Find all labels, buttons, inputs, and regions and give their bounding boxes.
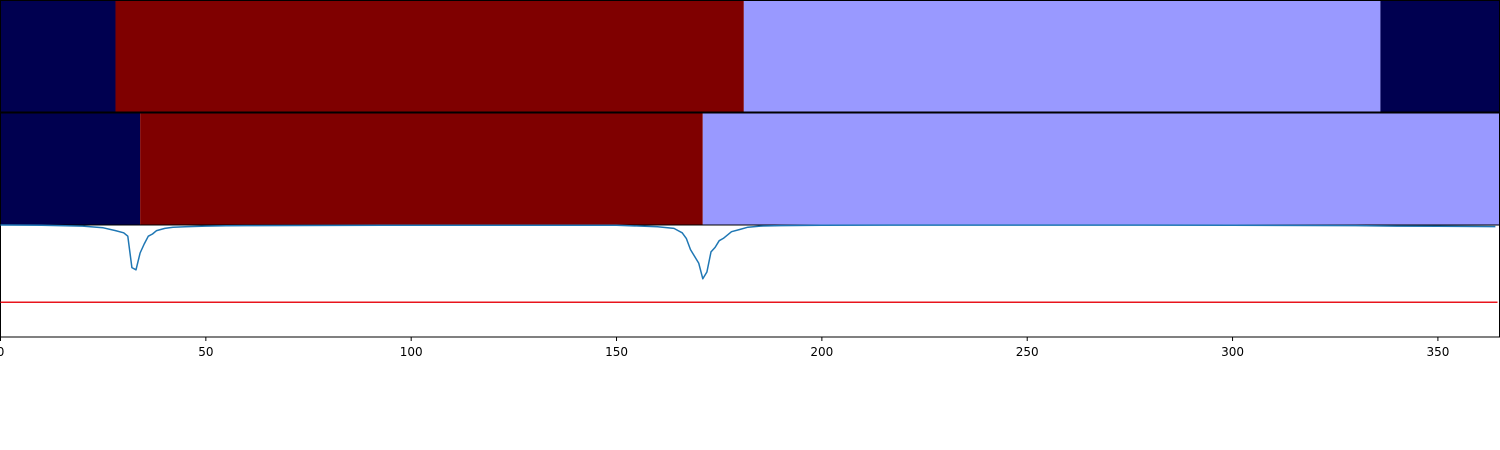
x-tick-label-0: 0	[0, 345, 4, 359]
x-tick-label-150: 150	[605, 345, 628, 359]
segment-1-4	[1380, 0, 1500, 112]
line-plot	[0, 224, 1500, 338]
series-line-1	[0, 224, 1496, 280]
segment-bars	[0, 0, 1500, 226]
segment-2-2	[140, 113, 703, 225]
segment-2-3	[702, 113, 1500, 225]
x-tick-label-200: 200	[810, 345, 833, 359]
x-tick-label-50: 50	[198, 345, 213, 359]
line-plot-frame	[0, 224, 1500, 338]
segment-1-3	[743, 0, 1381, 112]
segment-1-2	[115, 0, 744, 112]
x-tick-label-100: 100	[400, 345, 423, 359]
x-tick-label-250: 250	[1016, 345, 1039, 359]
x-tick-label-300: 300	[1221, 345, 1244, 359]
segment-1-1	[0, 0, 116, 112]
segment-row-1	[0, 0, 1500, 113]
x-axis: 0 50 100 150 200 250 300 350	[0, 337, 1449, 359]
x-tick-label-350: 350	[1426, 345, 1449, 359]
segment-2-1	[0, 113, 141, 225]
segment-row-2	[0, 112, 1500, 226]
